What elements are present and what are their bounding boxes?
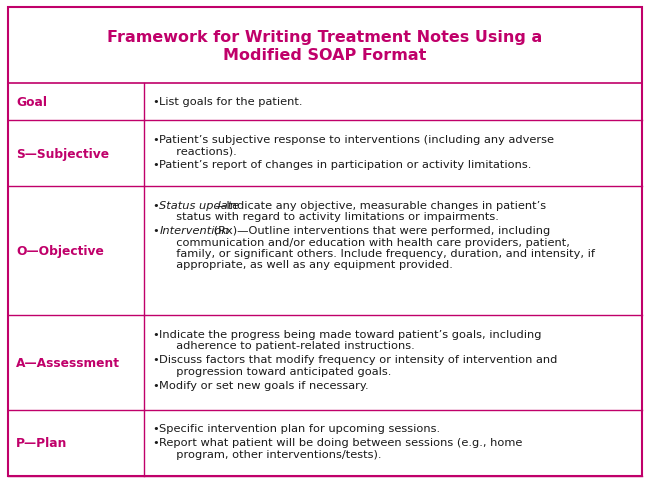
Text: progression toward anticipated goals.: progression toward anticipated goals.: [169, 366, 392, 376]
Text: •: •: [152, 135, 159, 144]
Text: Modified SOAP Format: Modified SOAP Format: [224, 48, 426, 63]
Text: List goals for the patient.: List goals for the patient.: [159, 97, 303, 106]
Text: •: •: [152, 355, 159, 364]
Text: •: •: [152, 380, 159, 390]
Text: •: •: [152, 200, 159, 211]
Text: Specific intervention plan for upcoming sessions.: Specific intervention plan for upcoming …: [159, 424, 441, 433]
Text: •: •: [152, 97, 159, 106]
Text: Modify or set new goals if necessary.: Modify or set new goals if necessary.: [159, 380, 369, 390]
Text: Discuss factors that modify frequency or intensity of intervention and: Discuss factors that modify frequency or…: [159, 355, 558, 364]
Text: •: •: [152, 226, 159, 236]
Text: —Indicate any objective, measurable changes in patient’s: —Indicate any objective, measurable chan…: [214, 200, 546, 211]
Text: appropriate, as well as any equipment provided.: appropriate, as well as any equipment pr…: [169, 260, 453, 270]
Text: (Rx)—Outline interventions that were performed, including: (Rx)—Outline interventions that were per…: [211, 226, 551, 236]
Text: O—Objective: O—Objective: [16, 245, 104, 258]
Text: Report what patient will be doing between sessions (e.g., home: Report what patient will be doing betwee…: [159, 438, 523, 448]
Text: A—Assessment: A—Assessment: [16, 356, 120, 369]
Text: adherence to patient-related instructions.: adherence to patient-related instruction…: [169, 340, 415, 350]
Text: •: •: [152, 438, 159, 448]
Text: Indicate the progress being made toward patient’s goals, including: Indicate the progress being made toward …: [159, 329, 542, 339]
Text: communication and/or education with health care providers, patient,: communication and/or education with heal…: [169, 237, 570, 247]
Text: Goal: Goal: [16, 96, 47, 109]
Text: •: •: [152, 424, 159, 433]
Text: Patient’s subjective response to interventions (including any adverse: Patient’s subjective response to interve…: [159, 135, 554, 144]
Text: •: •: [152, 329, 159, 339]
Text: family, or significant others. Include frequency, duration, and intensity, if: family, or significant others. Include f…: [169, 248, 595, 258]
Text: P—Plan: P—Plan: [16, 437, 68, 450]
Text: Framework for Writing Treatment Notes Using a: Framework for Writing Treatment Notes Us…: [107, 30, 543, 45]
Text: program, other interventions/tests).: program, other interventions/tests).: [169, 449, 382, 459]
Text: status with regard to activity limitations or impairments.: status with regard to activity limitatio…: [169, 212, 499, 222]
Text: Patient’s report of changes in participation or activity limitations.: Patient’s report of changes in participa…: [159, 160, 532, 170]
Text: Status update: Status update: [159, 200, 240, 211]
Text: S—Subjective: S—Subjective: [16, 148, 109, 161]
Text: Intervention: Intervention: [159, 226, 229, 236]
Text: •: •: [152, 160, 159, 170]
Text: reactions).: reactions).: [169, 146, 237, 156]
